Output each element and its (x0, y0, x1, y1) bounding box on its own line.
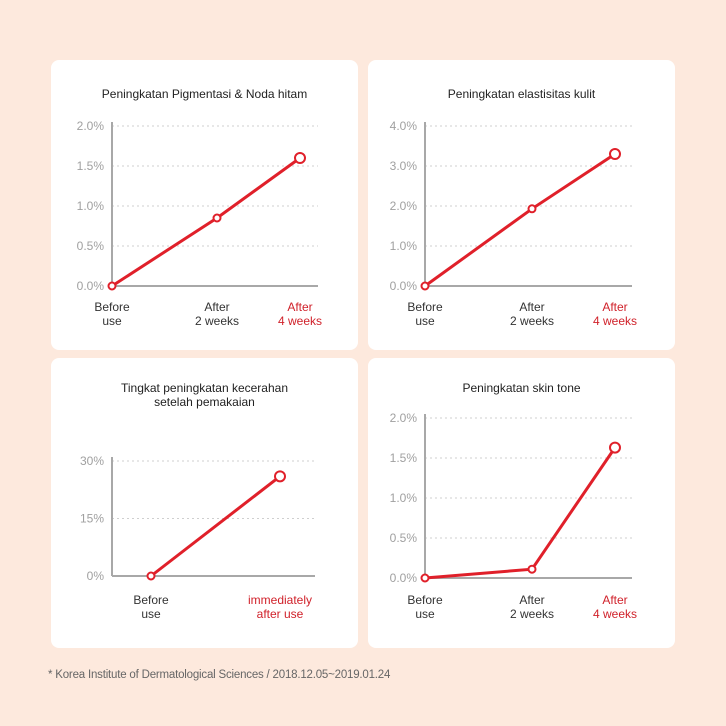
chart-skin-tone: Peningkatan skin tone 0.0% 0.5% 1.0% 1.5% 2.0… (390, 381, 637, 621)
y-tick-label: 4.0% (390, 119, 418, 133)
y-tick-label: 0.5% (77, 239, 105, 253)
x-tick-label: Before (407, 593, 443, 607)
x-tick-label: use (102, 314, 122, 328)
data-point (146, 571, 156, 581)
x-tick-label: After (602, 593, 627, 607)
data-point (609, 441, 621, 454)
x-tick-label: use (415, 314, 435, 328)
x-tick-label: Before (133, 593, 169, 607)
y-tick-label: 1.5% (77, 159, 105, 173)
x-tick-label: 2 weeks (510, 607, 554, 621)
data-point (107, 281, 117, 291)
x-tick-label: After (287, 300, 312, 314)
chart-elasticity: Peningkatan elastisitas kulit 0.0% 1.0% 2.0… (390, 87, 637, 328)
y-tick-label: 1.0% (390, 239, 418, 253)
data-point (527, 204, 537, 214)
y-tick-label: 0% (87, 569, 105, 583)
chart-card-skin-tone: Peningkatan skin tone 0.0% 0.5% 1.0% 1.5% 2.0… (368, 358, 675, 648)
chart-pigmentation: Peningkatan Pigmentasi & Noda hitam 0.0% 0… (77, 87, 322, 328)
x-tick-label: After (519, 593, 544, 607)
x-tick-label: Before (94, 300, 130, 314)
series-line (424, 152, 616, 288)
y-tick-label: 30% (80, 454, 104, 468)
chart-title: setelah pemakaian (154, 395, 255, 409)
y-tick-label: 2.0% (390, 411, 418, 425)
x-tick-label: Before (407, 300, 443, 314)
chart-card-elasticity: Peningkatan elastisitas kulit 0.0% 1.0% 2.0… (368, 60, 675, 350)
series-line (111, 156, 301, 288)
x-tick-label: use (415, 607, 435, 621)
x-tick-label: after use (257, 607, 304, 621)
chart-title: Tingkat peningkatan kecerahan (121, 381, 288, 395)
chart-card-pigmentation: Peningkatan Pigmentasi & Noda hitam 0.0% 0… (51, 60, 358, 350)
data-point (527, 564, 537, 574)
data-point (609, 148, 621, 160)
x-tick-label: After (519, 300, 544, 314)
y-tick-label: 1.0% (390, 491, 418, 505)
data-point (420, 573, 430, 583)
y-tick-label: 0.5% (390, 531, 418, 545)
y-tick-label: 2.0% (390, 199, 418, 213)
footnote: * Korea Institute of Dermatological Scie… (48, 669, 391, 681)
y-tick-label: 2.0% (77, 119, 105, 133)
y-tick-label: 1.0% (77, 199, 105, 213)
y-tick-label: 3.0% (390, 159, 418, 173)
x-tick-label: After (204, 300, 229, 314)
y-tick-label: 15% (80, 512, 104, 526)
x-tick-label: use (141, 607, 161, 621)
data-point (420, 281, 430, 291)
chart-title: Peningkatan skin tone (462, 381, 580, 395)
chart-title: Peningkatan Pigmentasi & Noda hitam (102, 87, 307, 101)
y-tick-label: 0.0% (77, 279, 105, 293)
data-point (294, 152, 306, 164)
x-tick-label: 2 weeks (195, 314, 239, 328)
x-tick-label: 4 weeks (278, 314, 322, 328)
series-line (150, 475, 281, 578)
y-tick-label: 0.0% (390, 279, 418, 293)
data-point (212, 213, 222, 223)
x-tick-label: After (602, 300, 627, 314)
x-tick-label: 2 weeks (510, 314, 554, 328)
chart-title: Peningkatan elastisitas kulit (448, 87, 596, 101)
series-line (424, 446, 617, 580)
x-tick-label: 4 weeks (593, 314, 637, 328)
data-point (274, 470, 286, 483)
chart-card-brightness: Tingkat peningkatan kecerahan setelah pem… (51, 358, 358, 648)
x-tick-label: 4 weeks (593, 607, 637, 621)
x-tick-label: immediately (248, 593, 312, 607)
y-tick-label: 0.0% (390, 571, 418, 585)
y-tick-label: 1.5% (390, 451, 418, 465)
